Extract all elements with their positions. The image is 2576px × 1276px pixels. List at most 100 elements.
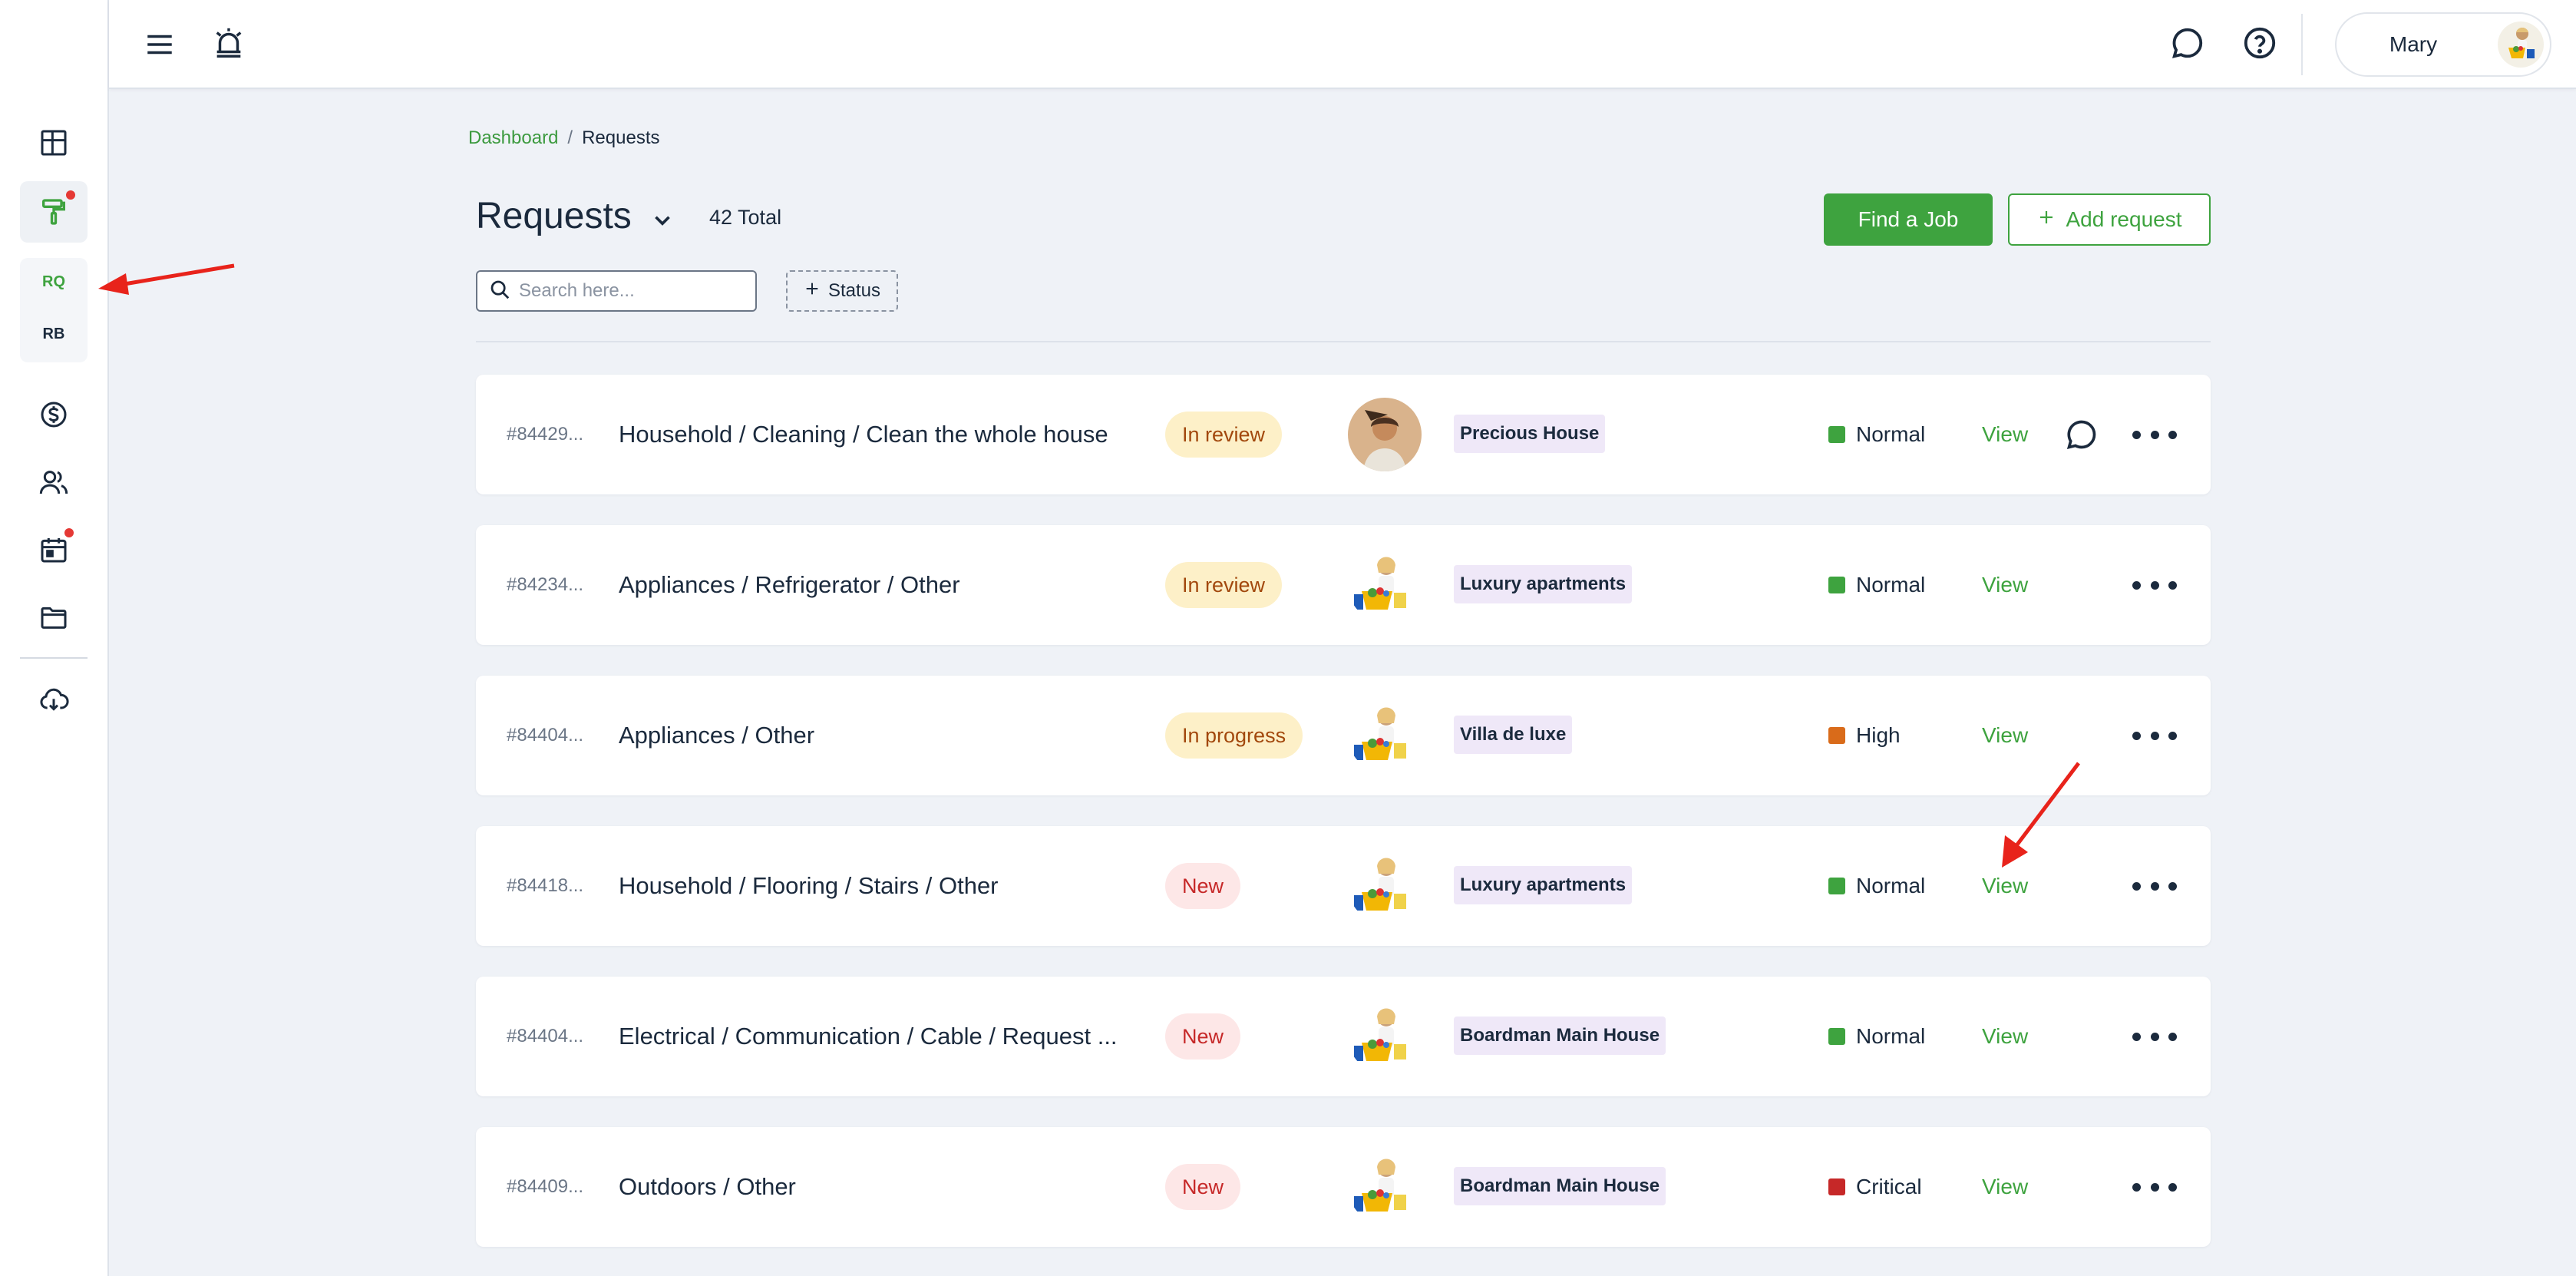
page-title[interactable]: Requests — [476, 196, 632, 236]
plus-icon — [2037, 207, 2056, 232]
users-icon[interactable] — [34, 462, 74, 502]
status-filter-label: Status — [827, 280, 881, 301]
property-tag: Precious House — [1454, 415, 1606, 453]
status-badge: In progress — [1165, 712, 1303, 759]
priority-label: Critical — [1856, 1175, 1922, 1198]
table-row[interactable]: #84429... Household / Cleaning / Clean th… — [476, 375, 2211, 494]
property-tag: Luxury apartments — [1454, 565, 1633, 603]
view-link[interactable]: View — [1982, 1024, 2029, 1048]
avatar — [2498, 21, 2544, 68]
request-title[interactable]: Household / Cleaning / Clean the whole h… — [619, 421, 1108, 448]
dollar-circle-icon[interactable] — [34, 395, 74, 435]
view-link[interactable]: View — [1982, 874, 2029, 897]
priority-square-icon — [1828, 1028, 1845, 1045]
submenu-item-rq[interactable]: RQ — [42, 273, 65, 290]
table-row[interactable]: #84409... Outdoors / Other New Boardman Mai… — [476, 1127, 2211, 1247]
request-title[interactable]: Appliances / Other — [619, 722, 815, 749]
annotation-arrow-left — [98, 263, 235, 295]
view-link[interactable]: View — [1982, 573, 2029, 597]
property-tag: Boardman Main House — [1454, 1017, 1666, 1055]
table-row[interactable]: #84234... Appliances / Refrigerator / Oth… — [476, 525, 2211, 645]
notification-dot — [64, 528, 74, 537]
user-menu[interactable]: Mary — [2335, 12, 2551, 77]
priority-label: Normal — [1856, 1024, 1926, 1048]
bell-alarm-icon[interactable] — [207, 21, 250, 64]
find-job-button[interactable]: Find a Job — [1824, 193, 1993, 246]
more-options-icon[interactable] — [2132, 869, 2177, 903]
avatar — [1348, 699, 1422, 772]
request-id: #84404... — [507, 725, 584, 745]
more-options-icon[interactable] — [2132, 1020, 2177, 1053]
chat-icon[interactable] — [2065, 418, 2099, 455]
menu-icon[interactable] — [138, 23, 181, 66]
request-title[interactable]: Appliances / Refrigerator / Other — [619, 571, 960, 598]
status-badge: New — [1165, 1164, 1241, 1210]
request-id: #84409... — [507, 1176, 584, 1197]
request-title[interactable]: Electrical / Communication / Cable / Req… — [619, 1023, 1118, 1050]
table-row[interactable]: #84404... Electrical / Communication / Ca… — [476, 977, 2211, 1096]
priority-label: Normal — [1856, 422, 1926, 446]
more-options-icon[interactable] — [2132, 568, 2177, 602]
cloud-download-icon[interactable] — [34, 680, 74, 720]
request-id: #84418... — [507, 875, 584, 896]
search-icon — [488, 278, 511, 305]
priority-square-icon — [1828, 426, 1845, 443]
topbar-separator — [2301, 14, 2303, 75]
search-input[interactable] — [519, 280, 734, 302]
priority-square-icon — [1828, 727, 1845, 744]
request-title[interactable]: Household / Flooring / Stairs / Other — [619, 872, 999, 899]
property-tag: Luxury apartments — [1454, 866, 1633, 904]
top-bar: Mary — [109, 0, 2576, 89]
avatar — [1348, 849, 1422, 923]
priority-square-icon — [1828, 878, 1845, 894]
breadcrumb: Dashboard / Requests — [468, 127, 659, 149]
view-link[interactable]: View — [1982, 723, 2029, 747]
folder-icon[interactable] — [34, 597, 74, 637]
dashboard-grid-icon[interactable] — [34, 123, 74, 163]
view-link[interactable]: View — [1982, 1175, 2029, 1198]
add-request-button[interactable]: Add request — [2008, 193, 2211, 246]
priority-square-icon — [1828, 577, 1845, 593]
chevron-down-icon[interactable] — [649, 207, 675, 237]
property-tag: Villa de luxe — [1454, 716, 1573, 754]
chat-icon[interactable] — [2166, 21, 2209, 64]
more-options-icon[interactable] — [2132, 1170, 2177, 1204]
priority-indicator: Critical — [1828, 1127, 1922, 1247]
avatar — [1348, 398, 1422, 471]
table-row[interactable]: #84418... Household / Flooring / Stairs /… — [476, 826, 2211, 946]
priority-indicator: Normal — [1828, 826, 1925, 946]
status-badge: In review — [1165, 562, 1283, 608]
avatar — [1348, 548, 1422, 622]
avatar — [1348, 1150, 1422, 1224]
priority-label: High — [1856, 723, 1901, 747]
priority-indicator: Normal — [1828, 977, 1925, 1096]
notification-dot — [66, 190, 75, 200]
add-request-label: Add request — [2066, 207, 2182, 231]
calendar-icon[interactable] — [34, 530, 74, 570]
view-link[interactable]: View — [1982, 422, 2029, 446]
submenu-item-rb[interactable]: RB — [42, 326, 65, 342]
sidebar-divider — [20, 657, 88, 659]
priority-indicator: Normal — [1828, 525, 1925, 645]
priority-label: Normal — [1856, 573, 1926, 597]
request-id: #84234... — [507, 574, 584, 595]
help-icon[interactable] — [2238, 21, 2281, 64]
breadcrumb-current: Requests — [582, 127, 660, 148]
table-row[interactable]: #84404... Appliances / Other In progress Vi… — [476, 676, 2211, 795]
request-id: #84429... — [507, 424, 584, 445]
breadcrumb-dashboard-link[interactable]: Dashboard — [468, 127, 559, 148]
paint-roller-icon[interactable] — [34, 192, 74, 232]
sidebar-submenu — [20, 258, 88, 362]
breadcrumb-separator: / — [567, 127, 573, 148]
request-title[interactable]: Outdoors / Other — [619, 1173, 796, 1200]
priority-indicator: High — [1828, 676, 1901, 795]
more-options-icon[interactable] — [2132, 719, 2177, 752]
more-options-icon[interactable] — [2132, 418, 2177, 451]
property-tag: Boardman Main House — [1454, 1167, 1666, 1205]
status-badge: New — [1165, 1013, 1241, 1059]
user-name: Mary — [2389, 32, 2438, 56]
status-filter-button[interactable]: Status — [786, 270, 898, 312]
avatar — [1348, 1000, 1422, 1073]
search-box — [476, 270, 757, 312]
request-id: #84404... — [507, 1026, 584, 1046]
